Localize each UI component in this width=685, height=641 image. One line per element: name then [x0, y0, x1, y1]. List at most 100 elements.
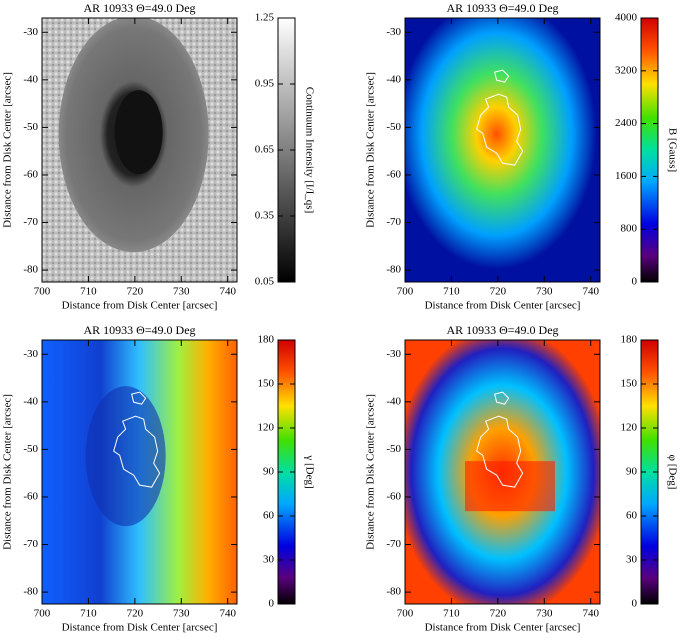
y-tick-label: -60: [23, 491, 38, 503]
frame: [41, 17, 238, 283]
colorbar-tick-label: 120: [621, 422, 638, 434]
x-axis-label: Distance from Disk Center [arcsec]: [62, 300, 218, 312]
x-tick-label: 700: [34, 608, 51, 620]
y-axis-label: Distance from Disk Center [arcsec]: [365, 72, 377, 228]
contour: [113, 391, 161, 488]
x-tick-label: 720: [490, 608, 507, 620]
colorbar-tick-label: 60: [626, 510, 638, 522]
x-tick-label: 740: [219, 286, 236, 298]
colorbar-tick-label: 60: [263, 510, 275, 522]
y-tick-label: -30: [386, 348, 401, 360]
colorbar-tick-label: 2400: [615, 117, 638, 129]
colorbar-tick-label: 0: [632, 276, 638, 288]
colorbar-tick-label: 1.25: [255, 12, 275, 24]
y-tick-label: -80: [386, 586, 401, 598]
y-tick-label: -50: [386, 443, 401, 455]
colorbar-tick-label: 150: [258, 378, 275, 390]
x-tick-label: 710: [80, 608, 97, 620]
x-tick-label: 710: [443, 608, 460, 620]
frame: [41, 339, 238, 605]
colorbar-label: γ [Deg]: [303, 454, 315, 488]
x-tick-label: 710: [80, 286, 97, 298]
y-tick-label: -40: [23, 73, 38, 85]
y-tick-label: -80: [23, 586, 38, 598]
panel-title: AR 10933 Θ=49.0 Deg: [83, 323, 195, 337]
x-axis-label: Distance from Disk Center [arcsec]: [425, 300, 581, 312]
frame: [404, 17, 601, 283]
x-tick-label: 700: [34, 286, 51, 298]
image: [42, 18, 237, 282]
colorbar-tick-label: 0.35: [255, 210, 275, 222]
colorbar-tick-label: 90: [263, 466, 275, 478]
y-tick-label: -50: [23, 443, 38, 455]
colorbar: [640, 17, 659, 283]
y-tick-label: -80: [23, 264, 38, 276]
image: [405, 18, 600, 282]
y-tick-label: -70: [23, 538, 38, 550]
umbra: [114, 90, 163, 175]
x-tick-label: 730: [536, 286, 553, 298]
y-tick-label: -50: [386, 121, 401, 133]
panel-title: AR 10933 Θ=49.0 Deg: [83, 1, 195, 15]
colorbar-tick-label: 30: [263, 554, 275, 566]
colorbar-label: φ [Deg]: [666, 455, 678, 490]
colorbar-tick-label: 4000: [615, 12, 638, 24]
y-tick-label: -70: [386, 538, 401, 550]
colorbar-tick-label: 90: [626, 466, 638, 478]
y-tick-label: -40: [386, 73, 401, 85]
colorbar-label: Continuum Intensity [I/I_qs]: [303, 87, 315, 214]
colorbar-tick-label: 180: [621, 334, 638, 346]
x-tick-label: 700: [397, 608, 414, 620]
x-tick-label: 740: [219, 608, 236, 620]
x-tick-label: 730: [536, 608, 553, 620]
y-axis-label: Distance from Disk Center [arcsec]: [365, 394, 377, 550]
y-tick-label: -80: [386, 264, 401, 276]
x-tick-label: 710: [443, 286, 460, 298]
x-tick-label: 720: [127, 608, 144, 620]
x-axis-label: Distance from Disk Center [arcsec]: [425, 622, 581, 634]
y-tick-label: -50: [23, 121, 38, 133]
colorbar-tick-label: 0: [269, 598, 275, 610]
y-tick-label: -70: [386, 216, 401, 228]
colorbar-tick-label: 3200: [615, 64, 638, 76]
colorbar-tick-label: 0.05: [255, 276, 275, 288]
y-tick-label: -60: [386, 169, 401, 181]
y-tick-label: -40: [23, 395, 38, 407]
panel-title: AR 10933 Θ=49.0 Deg: [446, 323, 558, 337]
y-tick-label: -30: [23, 26, 38, 38]
colorbar-tick-label: 30: [626, 554, 638, 566]
x-axis-label: Distance from Disk Center [arcsec]: [62, 622, 218, 634]
y-tick-label: -30: [386, 26, 401, 38]
x-tick-label: 730: [173, 286, 190, 298]
frame: [404, 339, 601, 605]
colorbar-tick-label: 120: [258, 422, 275, 434]
field: [405, 18, 597, 270]
x-tick-label: 720: [490, 286, 507, 298]
contour: [476, 391, 524, 488]
y-tick-label: -60: [386, 491, 401, 503]
colorbar-tick-label: 150: [621, 378, 638, 390]
image: [42, 340, 237, 604]
contour: [476, 69, 524, 166]
colorbar-tick-label: 0.95: [255, 78, 275, 90]
x-tick-label: 700: [397, 286, 414, 298]
umbra-core: [85, 386, 166, 527]
y-axis-label: Distance from Disk Center [arcsec]: [2, 394, 14, 550]
y-axis-label: Distance from Disk Center [arcsec]: [2, 72, 14, 228]
colorbar-label: B [Gauss]: [666, 128, 678, 172]
x-tick-label: 740: [582, 286, 599, 298]
x-tick-label: 740: [582, 608, 599, 620]
image: [405, 340, 600, 604]
x-tick-label: 730: [173, 608, 190, 620]
colorbar-tick-label: 0.65: [255, 144, 275, 156]
y-tick-label: -30: [23, 348, 38, 360]
y-tick-label: -40: [386, 395, 401, 407]
colorbar-tick-label: 180: [258, 334, 275, 346]
colorbar-tick-label: 0: [632, 598, 638, 610]
colorbar-tick-label: 1600: [615, 170, 638, 182]
colorbar-tick-label: 800: [621, 223, 638, 235]
panel-title: AR 10933 Θ=49.0 Deg: [446, 1, 558, 15]
x-tick-label: 720: [127, 286, 144, 298]
y-tick-label: -60: [23, 169, 38, 181]
